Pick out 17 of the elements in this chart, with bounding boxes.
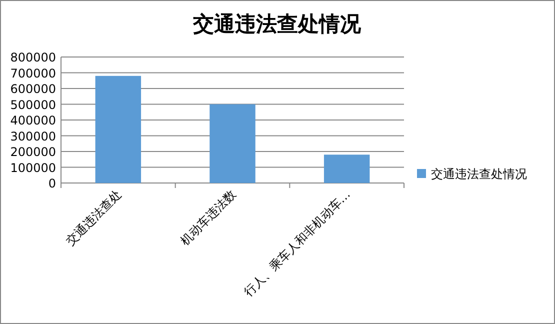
bar bbox=[210, 104, 256, 183]
y-tick-label: 700000 bbox=[10, 66, 56, 80]
y-tick-label: 200000 bbox=[10, 145, 56, 159]
y-tick-label: 500000 bbox=[10, 98, 56, 112]
y-tick-label: 400000 bbox=[10, 114, 56, 128]
x-tick-label: 交通违法查处 bbox=[63, 187, 124, 248]
bar bbox=[324, 154, 370, 183]
chart-title: 交通违法查处情况 bbox=[192, 12, 362, 36]
y-tick-label: 300000 bbox=[10, 129, 56, 144]
x-tick-label: 行人、乘车人和非机动车… bbox=[241, 187, 353, 299]
y-tick-label: 800000 bbox=[10, 50, 56, 64]
legend-label: 交通违法查处情况 bbox=[431, 167, 527, 181]
x-tick-label: 机动车违法数 bbox=[178, 187, 239, 248]
y-tick-label: 0 bbox=[48, 176, 56, 190]
bar bbox=[95, 76, 142, 183]
y-tick-label: 600000 bbox=[10, 82, 56, 96]
y-tick-label: 100000 bbox=[10, 160, 56, 175]
